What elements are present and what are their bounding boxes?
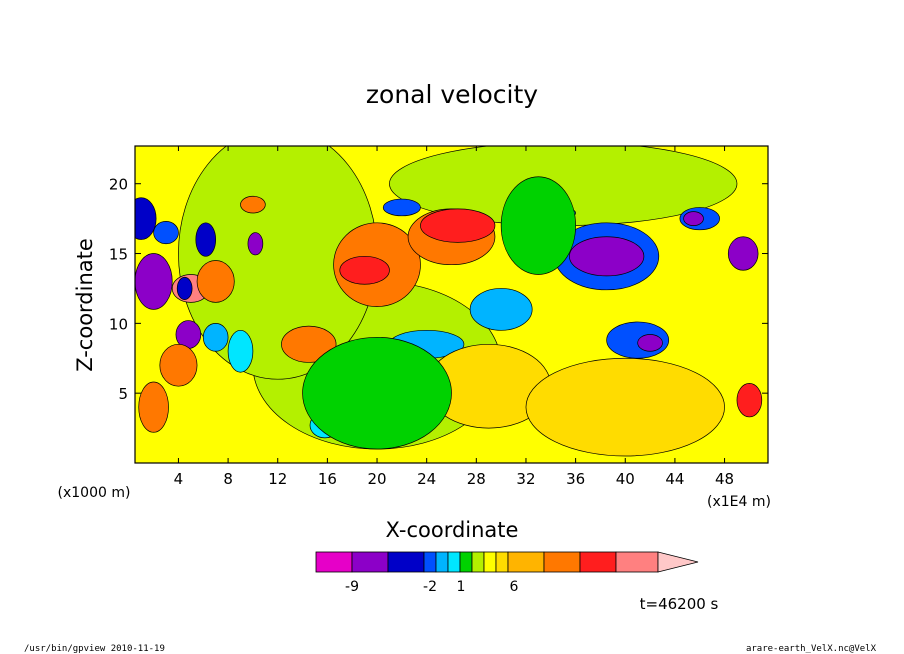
x-tick-label: 8 bbox=[223, 470, 233, 488]
y-axis-title: Z-coordinate bbox=[73, 238, 97, 372]
x-tick-label: 36 bbox=[566, 470, 585, 488]
contour-blob bbox=[736, 383, 763, 418]
contour-field bbox=[135, 146, 768, 463]
x-tick-label: 28 bbox=[467, 470, 486, 488]
x-tick-label: 32 bbox=[516, 470, 535, 488]
contour-blob bbox=[382, 198, 421, 217]
x-tick-label: 40 bbox=[616, 470, 635, 488]
colorbar-extension bbox=[657, 551, 699, 573]
contour-blob bbox=[135, 253, 173, 310]
x-axis: 4 8 12 16 20 24 28 32 36 40 44 48 bbox=[174, 146, 734, 488]
contour-blob bbox=[196, 260, 235, 303]
contour-blob bbox=[569, 236, 645, 277]
x-scale-label: (x1E4 m) bbox=[707, 494, 771, 510]
colorbar-segment bbox=[435, 551, 449, 573]
colorbar-segment bbox=[471, 551, 485, 573]
x-unit-label: (x1000 m) bbox=[58, 485, 131, 501]
x-tick-label: 24 bbox=[417, 470, 436, 488]
colorbar-label: -9 bbox=[345, 579, 359, 595]
contour-blob bbox=[153, 221, 179, 245]
contour-blob bbox=[469, 288, 533, 331]
x-tick-label: 20 bbox=[367, 470, 386, 488]
plot-frame bbox=[134, 145, 769, 464]
colorbar: -9 -2 1 6 bbox=[315, 551, 699, 595]
colorbar-segment bbox=[387, 551, 425, 573]
colorbar-segment bbox=[423, 551, 437, 573]
contour-blob bbox=[525, 357, 725, 457]
colorbar-segment bbox=[447, 551, 461, 573]
colorbar-segment bbox=[507, 551, 545, 573]
x-tick-label: 4 bbox=[174, 470, 184, 488]
contour-blob bbox=[135, 197, 157, 240]
contour-blob bbox=[247, 232, 264, 256]
x-axis-title: X-coordinate bbox=[386, 518, 519, 542]
colorbar-segment bbox=[615, 551, 659, 573]
colorbar-segment bbox=[483, 551, 497, 573]
colorbar-label: 1 bbox=[457, 579, 466, 595]
contour-blob bbox=[240, 195, 266, 214]
chart-title: zonal velocity bbox=[366, 80, 538, 109]
contour-blob bbox=[281, 325, 337, 363]
colorbar-label: -2 bbox=[423, 579, 437, 595]
contour-blob bbox=[202, 323, 229, 352]
colorbar-segment bbox=[351, 551, 389, 573]
contour-blob bbox=[500, 176, 576, 275]
y-tick-label: 15 bbox=[109, 246, 128, 264]
contour-blob bbox=[302, 336, 452, 450]
contour-blob bbox=[195, 222, 217, 257]
y-tick-label: 5 bbox=[118, 385, 128, 403]
x-tick-label: 44 bbox=[665, 470, 684, 488]
contour-blob bbox=[637, 334, 663, 352]
footer-right: arare-earth_VelX.nc@VelX bbox=[746, 644, 877, 654]
contour-blob bbox=[227, 329, 254, 373]
contour-blob bbox=[683, 211, 704, 226]
colorbar-segment bbox=[315, 551, 353, 573]
contour-blob bbox=[339, 255, 390, 285]
contour-blob bbox=[138, 381, 169, 433]
y-tick-label: 10 bbox=[109, 315, 128, 333]
x-tick-label: 12 bbox=[268, 470, 287, 488]
y-tick-label: 20 bbox=[109, 176, 128, 194]
colorbar-segment bbox=[543, 551, 581, 573]
colorbar-segment bbox=[459, 551, 473, 573]
plot-area bbox=[134, 145, 769, 464]
contour-blob bbox=[159, 343, 198, 387]
contour-blob bbox=[420, 208, 496, 243]
colorbar-segment bbox=[579, 551, 617, 573]
contour-blob bbox=[176, 276, 193, 300]
colorbar-label: 6 bbox=[510, 579, 519, 595]
y-axis: 5 10 15 20 bbox=[109, 176, 768, 403]
footer-left: /usr/bin/gpview 2010-11-19 bbox=[24, 644, 165, 654]
time-label: t=46200 s bbox=[640, 595, 719, 613]
contour-blob bbox=[727, 236, 759, 271]
colorbar-segment bbox=[495, 551, 509, 573]
x-tick-label: 48 bbox=[715, 470, 734, 488]
x-tick-label: 16 bbox=[318, 470, 337, 488]
